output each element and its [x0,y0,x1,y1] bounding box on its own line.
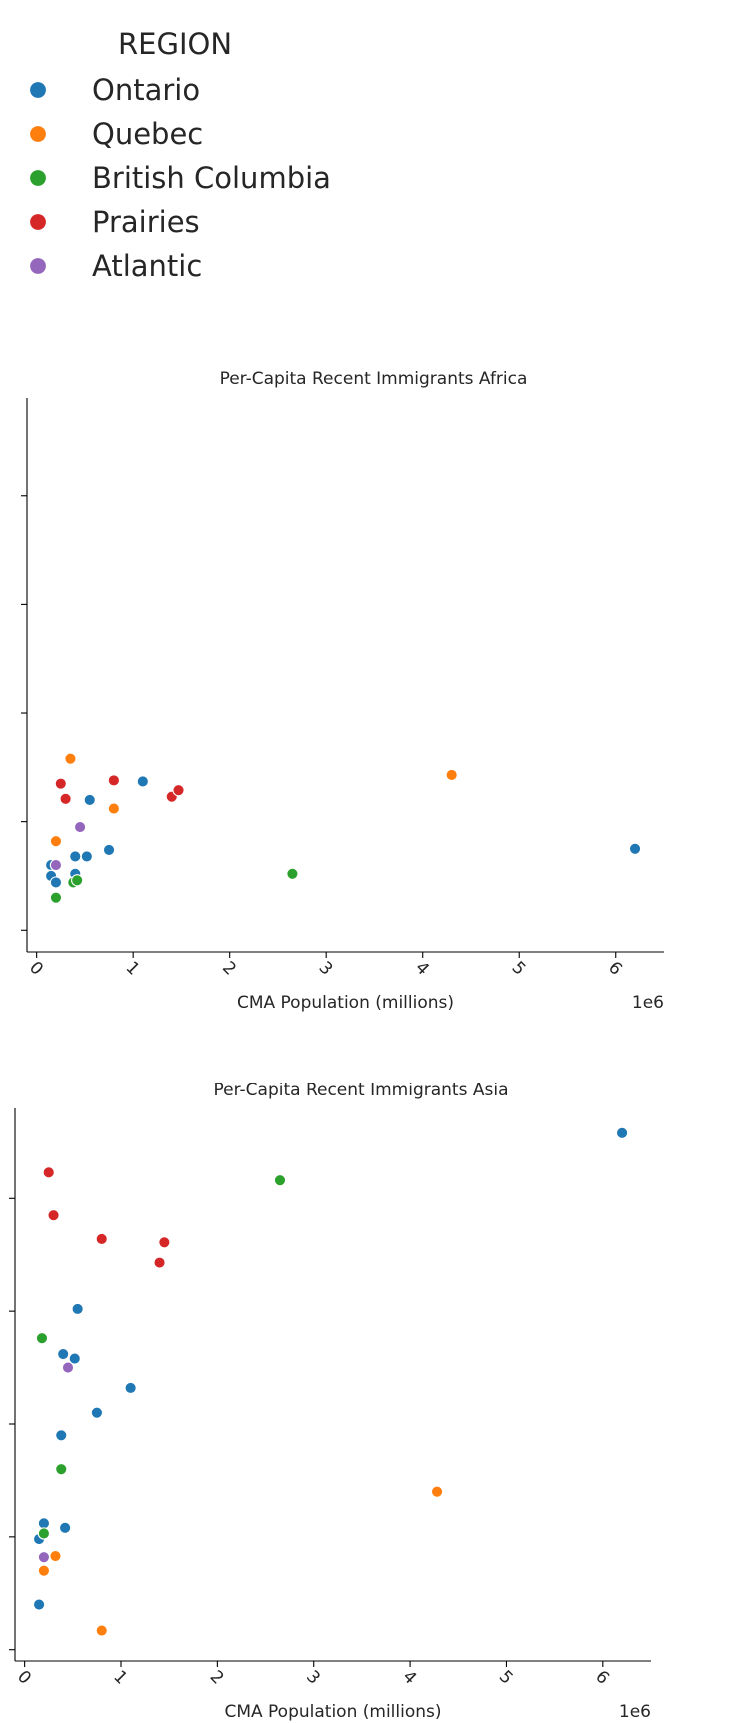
point-ontario-2 [69,850,82,863]
point-prairies-0 [54,777,67,790]
chart-title: Per-Capita Recent Immigrants Asia [214,1083,509,1100]
point-ontario-6 [83,793,96,807]
x-tick-label-6: 6 [604,958,626,980]
point-prairies-4 [153,1256,166,1269]
point-ontario-5 [90,1406,104,1419]
point-atlantic-0 [61,1361,75,1374]
point-ontario-3 [68,1352,81,1365]
point-ontario-2 [57,1347,70,1361]
point-quebec-1 [49,1549,62,1563]
x-tick-label-6: 6 [591,1667,613,1689]
point-british-columbia-2 [71,874,84,887]
x-tick-label-0: 0 [25,958,47,980]
point-ontario-7 [136,775,149,788]
point-prairies-2 [107,774,121,787]
x-tick-label-4: 4 [398,1667,420,1689]
x-tick-label-4: 4 [411,958,433,980]
x-tick-label-0: 0 [13,1667,35,1689]
asia-scatter-chart: Per-Capita Recent Immigrants Asia 0 1 2 3 4 5 6… [9,1083,651,1722]
point-ontario-3 [80,850,93,863]
x-tick-label-1: 1 [109,1667,131,1689]
point-british-columbia-0 [49,891,63,904]
legend-label-prairies: Prairies [92,205,200,239]
legend-label-quebec: Quebec [92,117,203,151]
x-tick-label-5: 5 [508,958,530,980]
chart-title: Per-Capita Recent Immigrants Africa [220,369,528,389]
point-british-columbia-2 [55,1462,68,1476]
point-prairies-0 [42,1166,55,1179]
legend-marker-british-columbia [28,168,48,188]
point-british-columbia-3 [37,1527,51,1540]
x-tick-label-2: 2 [206,1667,228,1689]
point-prairies-2 [95,1232,108,1246]
point-prairies-1 [47,1209,60,1222]
point-quebec-2 [37,1564,51,1577]
x-axis-label: CMA Population (millions) [237,993,454,1013]
x-axis-offset-label: 1e6 [619,1702,651,1722]
point-ontario-9 [49,876,63,889]
x-tick-label-3: 3 [315,958,337,980]
point-atlantic-1 [37,1551,51,1564]
point-quebec-0 [430,1485,444,1498]
point-quebec-1 [64,752,77,765]
point-atlantic-0 [49,858,63,872]
legend-marker-ontario [28,80,48,100]
point-ontario-8 [628,842,642,855]
point-quebec-3 [445,768,458,782]
point-atlantic-1 [73,820,87,834]
point-ontario-0 [615,1126,629,1139]
point-prairies-1 [59,792,72,805]
legend-title: REGION [118,27,232,61]
x-tick-label-5: 5 [495,1667,517,1689]
x-axis-offset-label: 1e6 [632,993,664,1013]
legend: REGION Ontario Quebec British Columbia Prair… [28,27,331,283]
x-tick-label-1: 1 [122,958,144,980]
legend-label-british-columbia: British Columbia [92,161,331,195]
point-prairies-3 [158,1236,171,1249]
point-ontario-10 [32,1598,46,1611]
point-ontario-4 [102,843,116,857]
point-british-columbia-1 [35,1332,49,1345]
point-british-columbia-0 [273,1174,287,1187]
point-ontario-6 [55,1429,68,1442]
legend-marker-prairies [28,212,48,232]
legend-label-ontario: Ontario [92,73,200,107]
point-quebec-3 [95,1624,108,1637]
x-axis-label: CMA Population (millions) [224,1702,441,1722]
point-british-columbia-3 [286,867,299,880]
point-ontario-8 [58,1521,72,1534]
legend-marker-atlantic [28,256,48,276]
africa-scatter-chart: Per-Capita Recent Immigrants Africa 0 1 2 3 4… [21,369,664,1013]
point-quebec-2 [107,802,121,815]
legend-label-atlantic: Atlantic [92,249,202,283]
x-tick-label-3: 3 [302,1667,324,1689]
point-ontario-7 [37,1517,51,1530]
point-prairies-4 [172,783,185,797]
point-quebec-0 [49,835,63,848]
point-ontario-1 [71,1302,84,1316]
legend-marker-quebec [28,124,48,144]
point-ontario-4 [124,1381,137,1395]
x-tick-label-2: 2 [218,958,240,980]
